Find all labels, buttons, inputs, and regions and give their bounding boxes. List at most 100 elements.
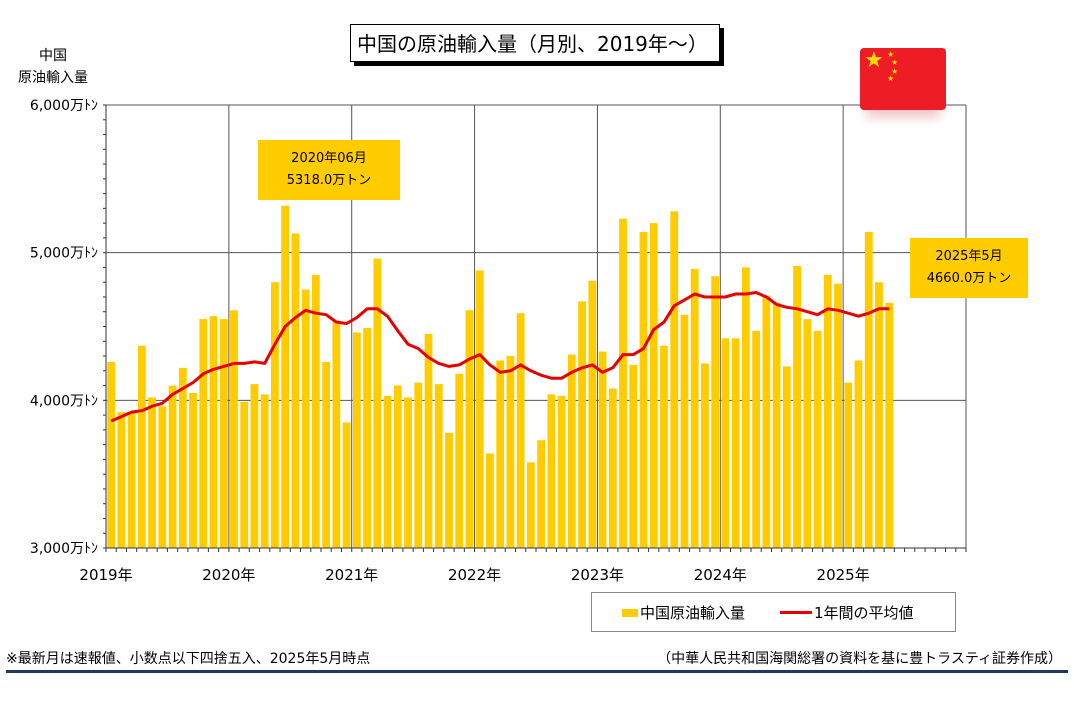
bar (813, 330, 822, 548)
bar (107, 361, 116, 548)
bar (363, 327, 371, 548)
bar (793, 265, 801, 548)
peak-callout-value: 5318.0万トン (286, 173, 372, 188)
bar (803, 319, 812, 548)
bar (373, 258, 382, 548)
bar (660, 345, 668, 548)
bar (670, 211, 679, 548)
bar (844, 382, 853, 548)
bar (701, 363, 709, 548)
bar (414, 382, 423, 548)
bar (404, 397, 412, 548)
x-tick-label: 2023年 (571, 566, 624, 584)
y-tick-label: 3,000万ﾄﾝ (30, 541, 98, 557)
bar (158, 406, 167, 548)
x-tick-label: 2020年 (202, 566, 255, 584)
bar (578, 301, 586, 548)
bar (711, 276, 720, 548)
x-tick-label: 2024年 (694, 566, 747, 584)
bar (629, 364, 638, 548)
bar (608, 388, 617, 548)
bar (240, 401, 249, 548)
bar (567, 354, 576, 548)
x-tick-label: 2019年 (79, 566, 132, 584)
bar (465, 310, 474, 548)
footer-source: （中華人民共和国海関総署の資料を基に豊トラスティ証券作成） (657, 651, 1062, 667)
y-tick-label: 5,000万ﾄﾝ (30, 246, 98, 262)
bar (782, 366, 791, 548)
bar (271, 282, 279, 548)
bar (199, 319, 208, 548)
chart-title: 中国の原油輸入量（月別、2019年～） (350, 24, 720, 62)
bar (526, 462, 535, 548)
bar (168, 385, 177, 548)
bar (260, 394, 269, 548)
bar (383, 395, 392, 548)
bar (434, 384, 443, 548)
bar (752, 330, 761, 548)
bar (639, 231, 648, 548)
bar (864, 231, 873, 548)
y-tick-label: 6,000万ﾄﾝ (30, 98, 98, 114)
x-tick-label: 2025年 (817, 566, 870, 584)
bar (178, 367, 187, 548)
bar (875, 282, 883, 548)
bar (311, 274, 320, 548)
bar (332, 320, 341, 548)
bar (281, 205, 290, 548)
bar (823, 274, 832, 548)
latest-callout: 2025年5月 4660.0万トン (910, 238, 1028, 298)
legend-line-label: 1年間の平均値 (814, 604, 914, 622)
china-flag-icon: ★ ★ ★ ★ ★ (860, 48, 946, 110)
bar (496, 360, 505, 548)
legend-bar-label: 中国原油輸入量 (640, 604, 746, 622)
latest-callout-value: 4660.0万トン (926, 271, 1012, 286)
bar (537, 440, 546, 548)
bar (690, 268, 699, 548)
y-axis-label-line2: 原油輸入量 (18, 70, 88, 86)
bar-series (107, 205, 894, 548)
bar (455, 373, 464, 548)
bar (486, 453, 494, 548)
bar (731, 338, 740, 548)
bar (230, 310, 238, 548)
x-tick-label: 2022年 (448, 566, 501, 584)
y-axis-label: 中国 原油輸入量 (12, 45, 94, 89)
bar (854, 360, 863, 548)
bar (209, 316, 218, 548)
peak-callout-date: 2020年06月 (291, 151, 367, 166)
footer-note: ※最新月は速報値、小数点以下四捨五入、2025年5月時点 (6, 651, 371, 667)
bar (834, 283, 842, 548)
bar (506, 356, 515, 548)
bar (475, 270, 484, 548)
y-axis-label-line1: 中国 (39, 48, 67, 64)
latest-callout-date: 2025年5月 (935, 249, 1003, 264)
bar (322, 361, 331, 548)
bar (649, 223, 658, 548)
bar (250, 384, 259, 548)
legend-bar-swatch (622, 609, 638, 617)
bar (342, 422, 351, 548)
bar (741, 267, 750, 548)
bar (291, 233, 300, 548)
bar (137, 345, 146, 548)
legend-line-swatch (780, 611, 812, 614)
footer-rule (6, 670, 1068, 673)
x-tick-label: 2021年 (325, 566, 378, 584)
bar (117, 412, 126, 548)
bar (424, 333, 433, 548)
bar (680, 314, 689, 548)
axes: 3,000万ﾄﾝ 4,000万ﾄﾝ 5,000万ﾄﾝ 6,000万ﾄﾝ 2019年 202… (30, 98, 967, 584)
y-tick-label: 4,000万ﾄﾝ (30, 393, 98, 409)
bar (588, 280, 597, 548)
bar (516, 313, 525, 548)
peak-callout: 2020年06月 5318.0万トン (258, 140, 400, 200)
bar (445, 432, 453, 548)
bar (393, 385, 402, 548)
bar (885, 302, 894, 548)
bar (301, 289, 310, 548)
bar (557, 395, 566, 548)
bar (219, 319, 228, 548)
bar (352, 332, 361, 548)
